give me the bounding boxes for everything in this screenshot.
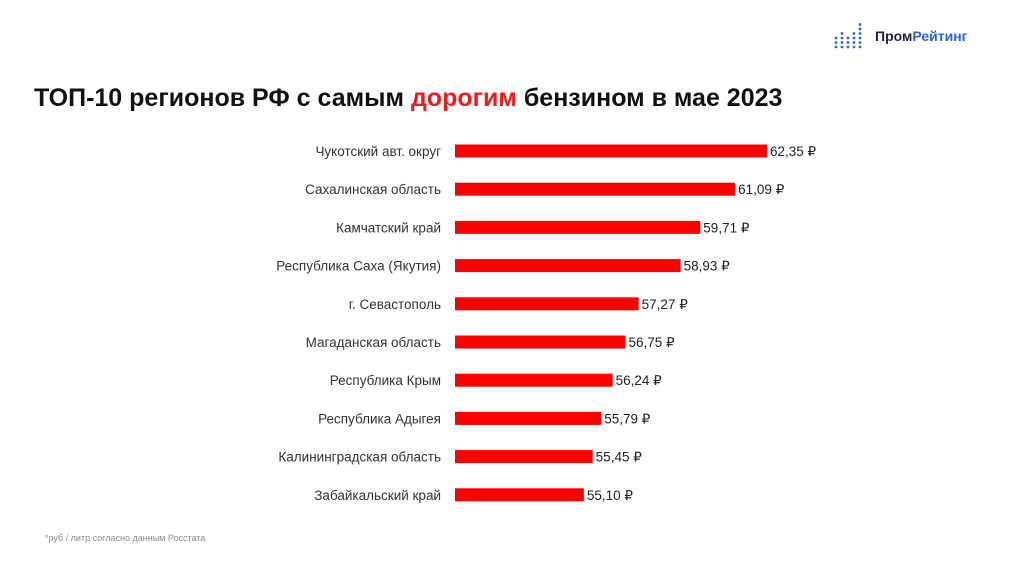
category-label: Магаданская область [306,335,441,350]
bar [455,297,639,311]
value-label: 58,93 ₽ [684,259,731,274]
category-label: Забайкальский край [314,488,441,503]
value-label: 55,10 ₽ [587,488,634,503]
category-label: Республика Саха (Якутия) [276,259,441,274]
bar-chart: Чукотский авт. округ 62,35 ₽ Сахалинская о… [276,144,817,503]
title-highlight: дорогим [410,84,517,112]
bar [455,182,736,196]
category-label: Республика Крым [330,373,441,388]
brand-name-part1: Пром [875,28,913,44]
category-label: Калининградская область [278,450,441,465]
value-label: 56,75 ₽ [629,335,676,350]
brand-name: ПромРейтинг [875,28,967,44]
footnote: *руб / литр согласно данным Росстата [45,533,206,543]
bar [455,373,613,387]
title-after: бензином в мае 2023 [516,84,783,112]
value-label: 56,24 ₽ [616,373,663,388]
category-label: Камчатский край [336,220,441,235]
bar [455,259,681,273]
page-title: ТОП-10 регионов РФ с самым дорогим бензи… [34,84,782,113]
bar [455,411,602,425]
category-label: г. Севастополь [349,297,441,312]
value-label: 55,79 ₽ [604,411,651,426]
value-label: 62,35 ₽ [770,144,817,159]
brand-logo: ПромРейтинг [834,21,967,51]
category-label: Республика Адыгея [318,411,441,426]
brand-name-part2: Рейтинг [912,28,968,44]
bar [455,220,701,234]
value-label: 55,45 ₽ [596,450,643,465]
category-label: Чукотский авт. округ [315,144,441,159]
bar [455,488,584,502]
value-label: 57,27 ₽ [642,297,689,312]
dot-matrix-bars-icon [834,23,862,49]
title-before: ТОП-10 регионов РФ с самым [34,84,411,112]
bar [455,335,626,349]
bar [455,144,767,158]
value-label: 59,71 ₽ [703,220,750,235]
value-label: 61,09 ₽ [738,182,785,197]
category-label: Сахалинская область [305,182,441,197]
bar [455,450,593,464]
